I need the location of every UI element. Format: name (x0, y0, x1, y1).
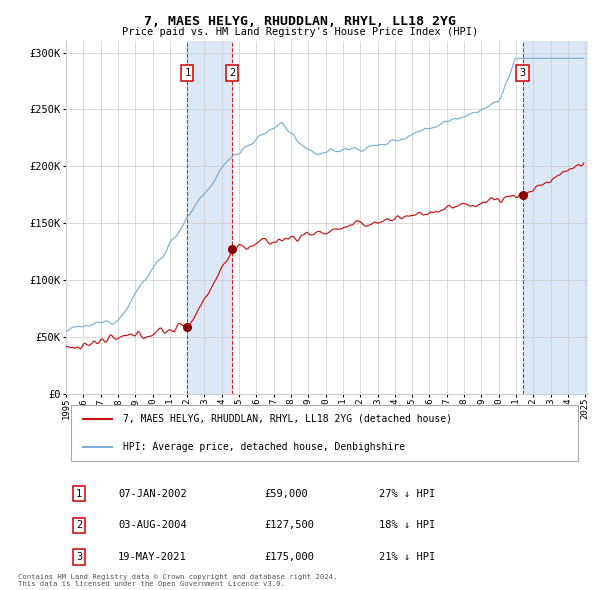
Text: Contains HM Land Registry data © Crown copyright and database right 2024.
This d: Contains HM Land Registry data © Crown c… (18, 574, 337, 587)
Text: 18% ↓ HPI: 18% ↓ HPI (379, 520, 436, 530)
Bar (523, 41, 588, 394)
Text: £127,500: £127,500 (265, 520, 314, 530)
Text: 27% ↓ HPI: 27% ↓ HPI (379, 489, 436, 499)
Text: 2: 2 (76, 520, 82, 530)
Text: 7, MAES HELYG, RHUDDLAN, RHYL, LL18 2YG (detached house): 7, MAES HELYG, RHUDDLAN, RHYL, LL18 2YG … (124, 414, 452, 424)
Text: HPI: Average price, detached house, Denbighshire: HPI: Average price, detached house, Denb… (124, 442, 406, 452)
FancyBboxPatch shape (71, 405, 578, 461)
Text: 2: 2 (229, 68, 235, 78)
Text: 3: 3 (76, 552, 82, 562)
Text: 19-MAY-2021: 19-MAY-2021 (118, 552, 187, 562)
Text: £175,000: £175,000 (265, 552, 314, 562)
Text: 7, MAES HELYG, RHUDDLAN, RHYL, LL18 2YG: 7, MAES HELYG, RHUDDLAN, RHYL, LL18 2YG (144, 15, 456, 28)
Text: 21% ↓ HPI: 21% ↓ HPI (379, 552, 436, 562)
Text: 07-JAN-2002: 07-JAN-2002 (118, 489, 187, 499)
Text: 1: 1 (184, 68, 191, 78)
Text: 1: 1 (76, 489, 82, 499)
Text: £59,000: £59,000 (265, 489, 308, 499)
Bar (187, 41, 232, 394)
Text: 3: 3 (520, 68, 526, 78)
Text: 03-AUG-2004: 03-AUG-2004 (118, 520, 187, 530)
Text: Price paid vs. HM Land Registry's House Price Index (HPI): Price paid vs. HM Land Registry's House … (122, 27, 478, 37)
